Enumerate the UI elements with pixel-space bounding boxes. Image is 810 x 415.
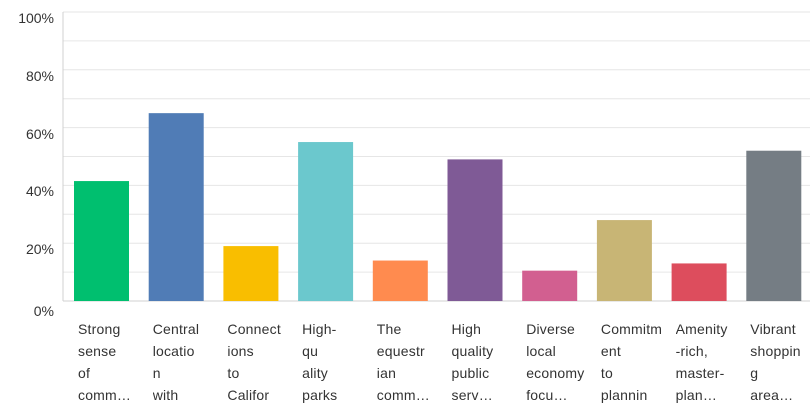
x-tick-label: Central locatio n with: [152, 321, 200, 403]
bar[interactable]: [223, 246, 279, 301]
bar[interactable]: [298, 142, 354, 301]
bar[interactable]: [148, 113, 204, 302]
x-tick-label: High- qu ality parks: [302, 321, 338, 403]
y-tick-label: 20%: [25, 241, 54, 258]
bar[interactable]: [74, 181, 129, 301]
bar[interactable]: [746, 150, 802, 301]
x-tick-label: Vibrant shoppin g area…: [750, 321, 801, 403]
y-tick-label: 40%: [25, 183, 54, 200]
y-tick-label: 80%: [25, 67, 54, 84]
x-tick-label: The equestr ian comm…: [376, 321, 430, 403]
x-tick-label: Amenity -rich, master- plan…: [675, 321, 728, 403]
y-tick-label: 0%: [33, 303, 54, 319]
y-tick-label: 100%: [18, 10, 54, 26]
y-tick-label: 60%: [25, 125, 54, 142]
bar[interactable]: [522, 270, 578, 301]
x-tick-label: Connect ions to Califor: [227, 321, 281, 403]
x-tick-label: Commitm ent to plannin: [600, 321, 663, 403]
bar[interactable]: [596, 220, 652, 301]
x-tick-label: High quality public serv…: [451, 321, 494, 403]
x-tick-label: Diverse local economy focu…: [526, 321, 585, 403]
bar[interactable]: [447, 159, 503, 301]
bar[interactable]: [372, 260, 428, 301]
bar[interactable]: [671, 263, 727, 301]
x-tick-label: Strong sense of comm…: [78, 321, 132, 403]
